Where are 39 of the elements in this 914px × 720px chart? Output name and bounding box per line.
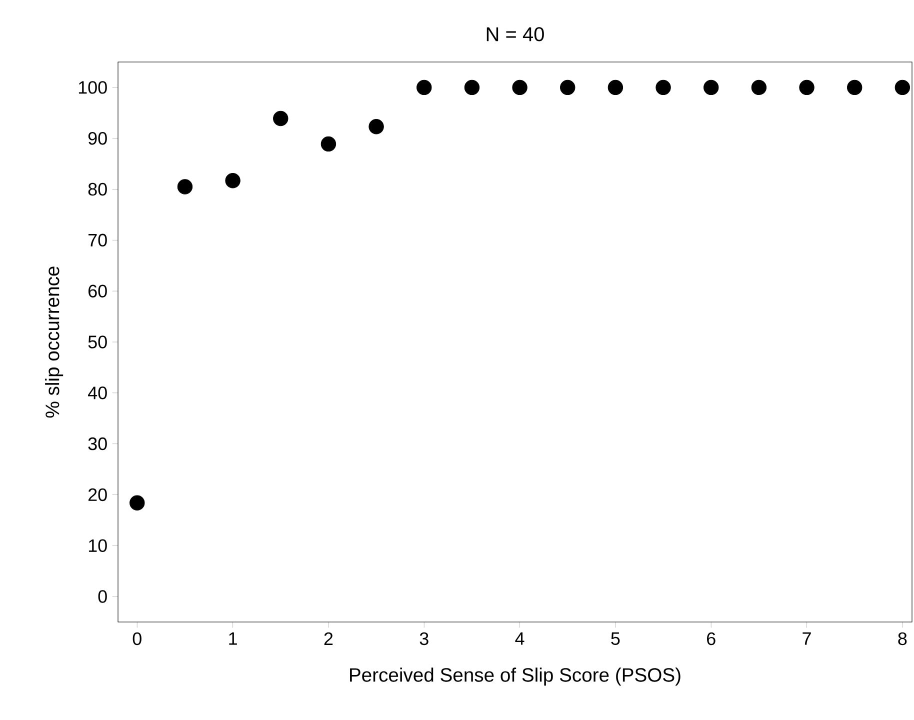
y-tick-label: 80 [88, 182, 107, 196]
point [704, 80, 719, 96]
y-tick-label: 50 [88, 336, 107, 348]
y-tick-label: 90 [88, 132, 107, 145]
point [130, 495, 145, 510]
x-tick-label: 6 [707, 632, 716, 646]
y-tick-label: 20 [88, 488, 107, 502]
point [177, 179, 193, 194]
x-tick-label: 4 [515, 632, 524, 645]
x-tick-label: 1 [229, 632, 237, 645]
point [464, 80, 480, 96]
y-tick-label: 40 [88, 386, 107, 400]
y-tick-label: 60 [88, 284, 107, 298]
x-tick-label: 2 [324, 632, 333, 645]
y-tick-label: 0 [98, 590, 107, 603]
point [656, 80, 671, 96]
y-tick-label: 70 [88, 234, 107, 247]
chart-title: N = 40 [486, 27, 544, 42]
y-tick-label: 100 [78, 81, 107, 94]
point [416, 80, 432, 96]
point [560, 80, 576, 96]
y-axis-title: % slip occurrence [45, 266, 64, 418]
point [368, 119, 384, 134]
y-tick-label: 10 [88, 539, 107, 552]
point [751, 80, 767, 96]
x-axis-title: Perceived Sense of Slip Score (PSOS) [350, 668, 680, 686]
point [608, 80, 624, 96]
point [273, 110, 288, 126]
x-tick-label: 5 [611, 632, 620, 645]
point [512, 80, 528, 96]
y-tick-label: 30 [88, 437, 107, 450]
x-tick-label: 3 [420, 632, 428, 646]
point [320, 136, 336, 152]
point [225, 173, 240, 188]
point [799, 80, 814, 96]
x-tick-label: 8 [898, 632, 907, 646]
point [847, 80, 862, 96]
x-tick-label: 7 [802, 632, 811, 645]
x-tick-label: 0 [132, 632, 142, 646]
